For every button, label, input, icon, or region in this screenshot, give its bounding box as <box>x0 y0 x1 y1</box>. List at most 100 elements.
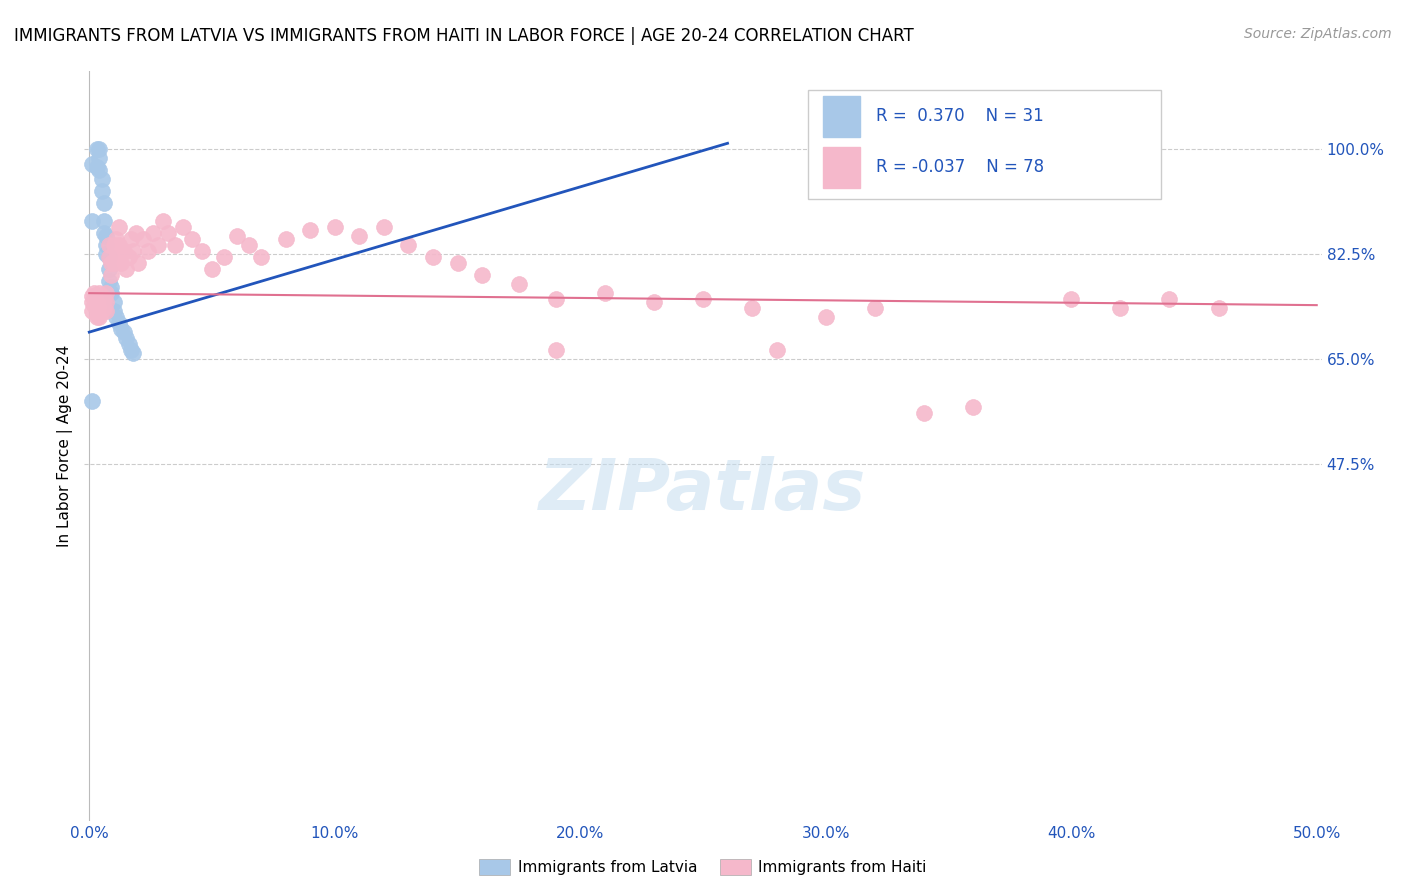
FancyBboxPatch shape <box>808 90 1161 199</box>
Point <box>93 292 115 306</box>
Legend: Immigrants from Latvia, Immigrants from Haiti: Immigrants from Latvia, Immigrants from … <box>479 860 927 875</box>
Point <box>93 196 115 211</box>
Point <box>115 262 138 277</box>
Point <box>100 286 122 301</box>
Point <box>165 238 187 252</box>
Point <box>96 238 118 252</box>
Point <box>97 274 120 288</box>
Text: Source: ZipAtlas.com: Source: ZipAtlas.com <box>1244 27 1392 41</box>
Point <box>120 343 142 357</box>
Point <box>90 295 112 310</box>
Point <box>814 310 837 325</box>
Text: ZIPatlas: ZIPatlas <box>540 457 866 525</box>
Point <box>112 325 135 339</box>
Point <box>103 304 125 318</box>
Point <box>105 310 128 325</box>
Point <box>201 262 224 277</box>
Point <box>373 220 395 235</box>
Point <box>83 298 105 312</box>
Point <box>471 268 494 282</box>
Point <box>127 256 149 270</box>
Point <box>83 286 105 301</box>
Point <box>96 247 118 261</box>
Point <box>90 172 112 186</box>
Point <box>156 226 179 240</box>
Point <box>86 161 108 175</box>
Point <box>96 295 118 310</box>
Point <box>87 301 110 315</box>
Point <box>87 295 110 310</box>
Point <box>181 232 204 246</box>
Point <box>122 244 145 259</box>
Point <box>90 289 112 303</box>
Point <box>142 226 165 240</box>
Point <box>120 232 142 246</box>
Point <box>544 343 567 357</box>
Point <box>122 346 145 360</box>
Point <box>323 220 346 235</box>
Point <box>87 151 110 165</box>
Point <box>97 250 120 264</box>
FancyBboxPatch shape <box>823 147 860 188</box>
Point <box>112 244 135 259</box>
Point <box>97 250 120 264</box>
Point <box>863 301 886 315</box>
Point <box>422 250 444 264</box>
Point <box>86 301 108 315</box>
Point <box>692 292 714 306</box>
Point <box>125 226 148 240</box>
Point <box>93 301 115 315</box>
Point <box>962 400 984 414</box>
Text: R = -0.037    N = 78: R = -0.037 N = 78 <box>876 158 1045 176</box>
Point <box>250 250 273 264</box>
FancyBboxPatch shape <box>823 96 860 137</box>
Point <box>593 286 616 301</box>
Point <box>86 310 108 325</box>
Point <box>80 394 103 409</box>
Point <box>103 295 125 310</box>
Point <box>100 256 122 270</box>
Point <box>146 238 169 252</box>
Point <box>80 157 103 171</box>
Point <box>544 292 567 306</box>
Point <box>87 310 110 325</box>
Point <box>87 142 110 156</box>
Point <box>172 220 194 235</box>
Point <box>741 301 763 315</box>
Point <box>103 256 125 270</box>
Point <box>87 286 110 301</box>
Point <box>80 295 103 310</box>
Point <box>508 277 530 292</box>
Point <box>117 250 139 264</box>
Point <box>110 322 132 336</box>
Point <box>115 331 138 345</box>
Point <box>912 406 935 420</box>
Point <box>396 238 419 252</box>
Point <box>643 295 665 310</box>
Point <box>214 250 236 264</box>
Point <box>117 337 139 351</box>
Point <box>1109 301 1132 315</box>
Point <box>96 286 118 301</box>
Point <box>132 232 155 246</box>
Point <box>90 184 112 198</box>
Point <box>80 214 103 228</box>
Point <box>97 262 120 277</box>
Point <box>103 238 125 252</box>
Point <box>96 229 118 244</box>
Point <box>80 304 103 318</box>
Point <box>152 214 174 228</box>
Point <box>86 142 108 156</box>
Point <box>96 304 118 318</box>
Point <box>100 280 122 294</box>
Y-axis label: In Labor Force | Age 20-24: In Labor Force | Age 20-24 <box>58 345 73 547</box>
Point <box>1060 292 1083 306</box>
Point <box>100 268 122 282</box>
Text: IMMIGRANTS FROM LATVIA VS IMMIGRANTS FROM HAITI IN LABOR FORCE | AGE 20-24 CORRE: IMMIGRANTS FROM LATVIA VS IMMIGRANTS FRO… <box>14 27 914 45</box>
Point <box>191 244 214 259</box>
Point <box>274 232 297 246</box>
Point <box>90 304 112 318</box>
Point <box>107 316 129 330</box>
Point <box>107 220 129 235</box>
Point <box>93 214 115 228</box>
